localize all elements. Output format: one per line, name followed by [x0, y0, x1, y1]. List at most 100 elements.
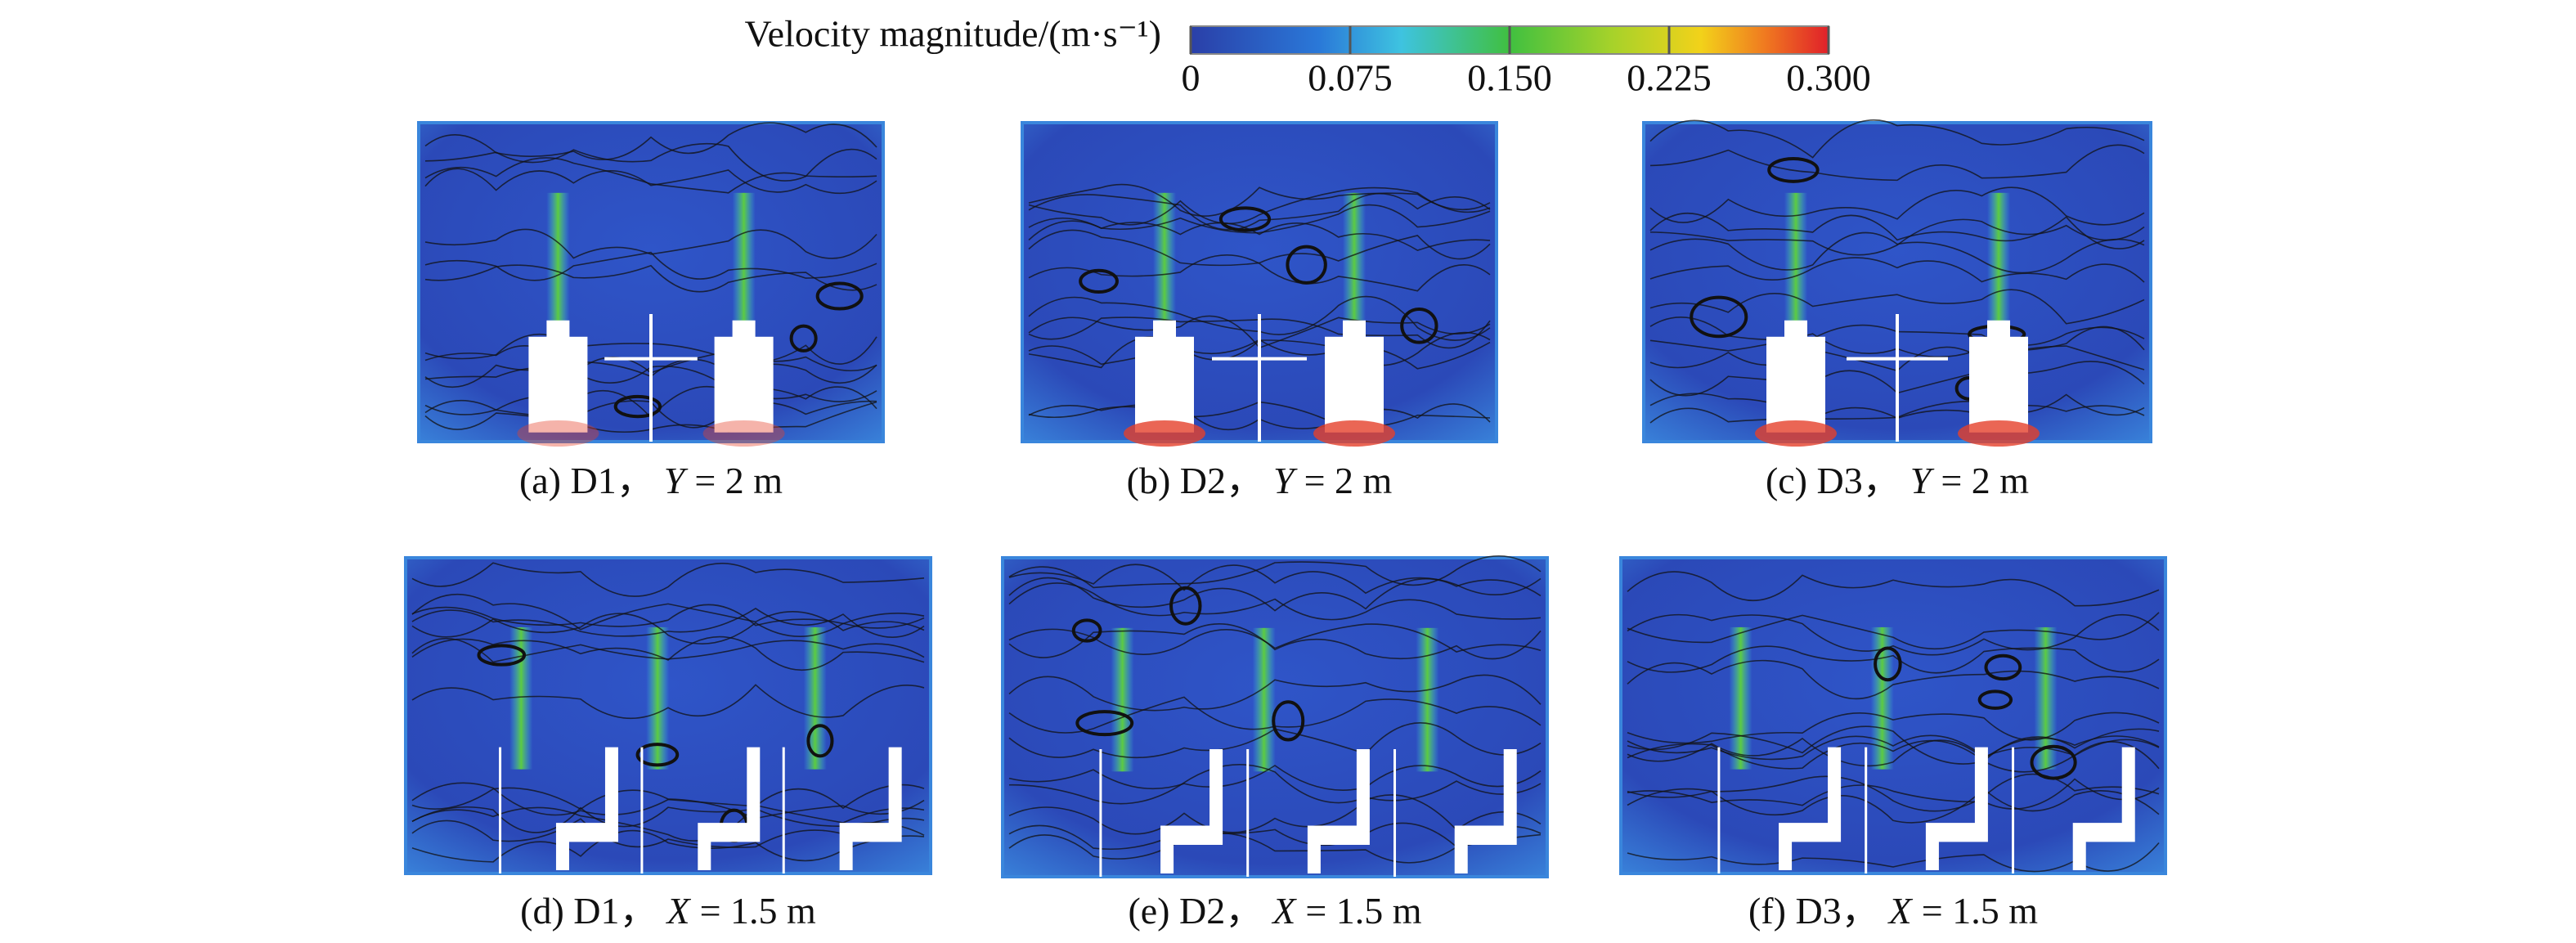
panel-caption: (e) D2， X = 1.5 m [1128, 890, 1421, 932]
equipment [698, 747, 761, 870]
streamline [1028, 220, 1491, 251]
vortex [1400, 307, 1438, 344]
streamline [1008, 765, 1542, 791]
jet [1111, 627, 1134, 772]
vortex [1169, 586, 1202, 626]
jet [803, 626, 827, 770]
panel-caption: (b) D2， Y = 2 m [1127, 460, 1393, 501]
hot-spot [1313, 420, 1395, 447]
streamline [1627, 725, 2160, 765]
streamline [1028, 229, 1491, 267]
streamline [1649, 289, 2145, 325]
hot-spot [517, 420, 599, 447]
panel-caption: (f) D3， X = 1.5 m [1748, 890, 2038, 932]
caption-rest: = 2 m [694, 460, 783, 501]
equipment [1779, 747, 1842, 870]
streamline [1008, 674, 1542, 712]
vortex [789, 324, 818, 353]
vortex [1874, 646, 1902, 682]
streamline [1008, 623, 1542, 660]
streamline [1008, 764, 1542, 805]
streamline [1008, 577, 1542, 612]
caption-variable: X [666, 890, 692, 932]
panel-caption: (c) D3， Y = 2 m [1766, 460, 2029, 501]
streamline [1627, 712, 2160, 744]
streamline [1649, 218, 2145, 256]
streamline [411, 637, 925, 663]
equipment [1454, 749, 1517, 873]
streamline [1649, 213, 2145, 249]
streamline [1627, 788, 2160, 824]
panels: (a) D1， Y = 2 m (b) D2， Y = 2 m (c) D3， Y = 2 m(… [404, 119, 2167, 932]
caption-variable: Y [664, 460, 689, 501]
streamline [424, 122, 877, 160]
colorbar-title: Velocity magnitude/(m·s⁻¹) [745, 13, 1161, 55]
streamline [1627, 778, 2160, 810]
caption-prefix: (f) D3， [1748, 890, 1879, 932]
caption-variable: X [1271, 890, 1297, 932]
streamline [1627, 659, 2160, 700]
equipment [839, 747, 902, 870]
colorbar-tick-label: 0.075 [1308, 57, 1393, 99]
streamline [411, 635, 925, 671]
vortex [635, 743, 680, 767]
streamline [411, 593, 925, 631]
streamline [1649, 231, 2145, 274]
colorbar-tick-label: 0 [1182, 57, 1200, 99]
caption-prefix: (e) D2， [1128, 890, 1263, 932]
panel-caption: (a) D1， Y = 2 m [519, 460, 783, 501]
vortex [1767, 157, 1820, 183]
equipment [1325, 320, 1384, 433]
hot-spot [1958, 420, 2040, 447]
streamline [1649, 186, 2145, 226]
streamline [1627, 645, 2160, 674]
streamline [411, 562, 925, 597]
hot-spot [1755, 420, 1837, 447]
flow-panel [1642, 119, 2152, 447]
streamline [1627, 735, 2160, 767]
jet [1416, 627, 1439, 772]
vortex [1071, 618, 1102, 643]
streamline [1627, 612, 2160, 650]
caption-prefix: (b) D2， [1127, 460, 1263, 501]
jet [1343, 192, 1366, 337]
vortex [815, 281, 864, 311]
streamline [411, 607, 925, 638]
caption-prefix: (c) D3， [1766, 460, 1901, 501]
flow-panel [1021, 121, 1498, 447]
jet [1784, 192, 1807, 337]
vortex [806, 724, 834, 758]
vortex [1690, 295, 1748, 339]
streamline [1008, 582, 1542, 621]
jet [1252, 627, 1276, 772]
caption-prefix: (a) D1， [519, 460, 654, 501]
vortex [2030, 744, 2077, 780]
streamline [424, 157, 877, 194]
vortex [1079, 268, 1119, 294]
equipment [555, 747, 618, 870]
jet [646, 626, 670, 770]
vortex [1984, 653, 2022, 681]
caption-rest: = 2 m [1304, 460, 1393, 501]
equipment [1766, 320, 1825, 433]
equipment [1160, 749, 1223, 873]
streamline [1028, 186, 1491, 226]
streamline [424, 168, 877, 195]
equipment [1135, 320, 1194, 433]
streamline [1008, 564, 1542, 596]
streamline [1627, 571, 2160, 607]
equipment [528, 320, 588, 433]
jet [1153, 192, 1176, 337]
equipment [2072, 747, 2135, 870]
streamline [1649, 144, 2145, 182]
equipment [1307, 749, 1370, 873]
streamline [1627, 613, 2160, 656]
vortex [1977, 689, 2013, 710]
caption-variable: Y [1910, 460, 1935, 501]
streamline [424, 228, 877, 259]
vortex [1218, 206, 1272, 232]
panel-caption: (d) D1， X = 1.5 m [520, 890, 816, 932]
vortex [1272, 700, 1305, 742]
colorbar-tick-label: 0.150 [1467, 57, 1552, 99]
